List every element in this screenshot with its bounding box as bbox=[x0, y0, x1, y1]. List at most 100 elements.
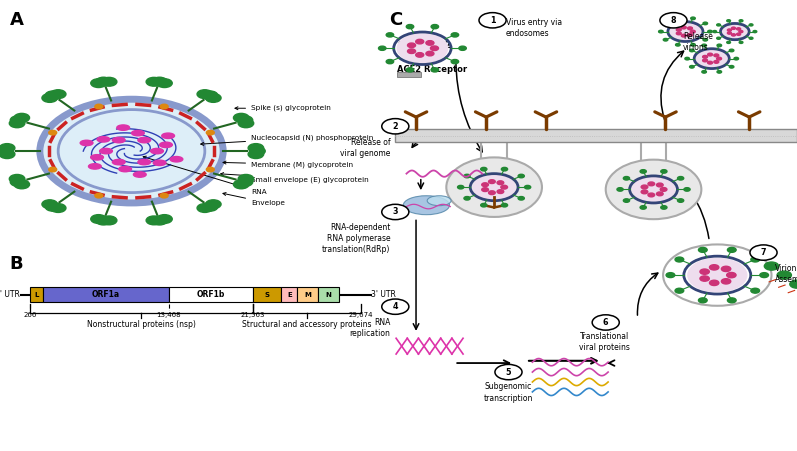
Ellipse shape bbox=[159, 142, 172, 147]
Text: Nucleocapsid (N) phosphoprotein: Nucleocapsid (N) phosphoprotein bbox=[201, 134, 374, 145]
Circle shape bbox=[160, 193, 168, 198]
Text: Virus entry via
endosomes: Virus entry via endosomes bbox=[506, 18, 562, 38]
Circle shape bbox=[42, 200, 57, 209]
Circle shape bbox=[641, 185, 648, 189]
Circle shape bbox=[689, 65, 694, 68]
Circle shape bbox=[497, 181, 504, 184]
Circle shape bbox=[729, 49, 734, 52]
Circle shape bbox=[689, 49, 694, 52]
Circle shape bbox=[379, 46, 386, 51]
Circle shape bbox=[45, 202, 61, 211]
Ellipse shape bbox=[133, 172, 146, 177]
Circle shape bbox=[464, 174, 470, 178]
Circle shape bbox=[685, 57, 689, 60]
Circle shape bbox=[481, 203, 487, 207]
Circle shape bbox=[713, 31, 717, 32]
Circle shape bbox=[700, 269, 709, 274]
Ellipse shape bbox=[91, 155, 104, 160]
Circle shape bbox=[663, 244, 771, 306]
Circle shape bbox=[160, 104, 168, 109]
Circle shape bbox=[633, 178, 674, 201]
Text: ACE2 Receptor: ACE2 Receptor bbox=[397, 65, 467, 74]
Circle shape bbox=[703, 55, 708, 58]
FancyBboxPatch shape bbox=[43, 287, 169, 302]
Circle shape bbox=[416, 39, 424, 44]
Circle shape bbox=[660, 188, 667, 191]
Circle shape bbox=[592, 315, 619, 330]
Circle shape bbox=[681, 26, 686, 29]
Circle shape bbox=[206, 93, 221, 102]
Circle shape bbox=[734, 57, 739, 60]
Circle shape bbox=[777, 271, 791, 279]
Circle shape bbox=[670, 23, 701, 40]
Circle shape bbox=[41, 100, 222, 202]
Circle shape bbox=[691, 17, 695, 20]
Circle shape bbox=[681, 34, 686, 37]
Circle shape bbox=[640, 170, 646, 173]
Circle shape bbox=[91, 215, 106, 223]
Text: 2: 2 bbox=[392, 122, 398, 131]
Circle shape bbox=[501, 203, 508, 207]
Circle shape bbox=[407, 43, 415, 47]
Ellipse shape bbox=[403, 196, 450, 215]
Circle shape bbox=[387, 33, 394, 37]
Circle shape bbox=[617, 188, 623, 191]
Circle shape bbox=[248, 150, 264, 159]
Circle shape bbox=[709, 280, 719, 285]
Circle shape bbox=[666, 273, 675, 277]
FancyBboxPatch shape bbox=[169, 287, 253, 302]
Text: RNA-dependent
RNA polymerase
translation(RdRp): RNA-dependent RNA polymerase translation… bbox=[322, 223, 391, 254]
Circle shape bbox=[95, 193, 103, 198]
Circle shape bbox=[197, 90, 213, 98]
Text: C: C bbox=[389, 11, 402, 29]
Ellipse shape bbox=[162, 133, 175, 138]
Text: 21,563: 21,563 bbox=[241, 312, 265, 318]
Text: L: L bbox=[34, 292, 39, 298]
Circle shape bbox=[728, 29, 732, 31]
Circle shape bbox=[739, 20, 743, 22]
Circle shape bbox=[675, 288, 684, 293]
Circle shape bbox=[382, 299, 409, 314]
Text: Structural and accessory proteins: Structural and accessory proteins bbox=[242, 320, 371, 329]
Text: Release of
viral genome: Release of viral genome bbox=[340, 138, 391, 158]
FancyBboxPatch shape bbox=[253, 287, 281, 302]
Circle shape bbox=[698, 298, 707, 303]
Circle shape bbox=[677, 28, 681, 31]
Circle shape bbox=[10, 119, 25, 128]
Circle shape bbox=[451, 33, 458, 37]
Circle shape bbox=[623, 199, 630, 202]
Circle shape bbox=[717, 37, 720, 39]
Circle shape bbox=[501, 185, 508, 189]
Circle shape bbox=[751, 288, 760, 293]
Text: ORF1b: ORF1b bbox=[197, 290, 225, 299]
Circle shape bbox=[10, 175, 25, 183]
Circle shape bbox=[426, 51, 434, 56]
Circle shape bbox=[96, 216, 112, 225]
Text: 29,674: 29,674 bbox=[349, 312, 373, 318]
Circle shape bbox=[676, 43, 680, 46]
Circle shape bbox=[750, 245, 777, 260]
Ellipse shape bbox=[112, 138, 125, 143]
Circle shape bbox=[457, 185, 464, 189]
Bar bbox=[395, 129, 797, 142]
Circle shape bbox=[95, 104, 103, 109]
Circle shape bbox=[459, 46, 466, 51]
Circle shape bbox=[206, 167, 214, 172]
Text: 3' UTR: 3' UTR bbox=[371, 290, 396, 299]
Circle shape bbox=[697, 50, 727, 67]
Circle shape bbox=[50, 90, 66, 98]
Bar bbox=[397, 72, 421, 77]
Circle shape bbox=[481, 167, 487, 171]
Ellipse shape bbox=[170, 156, 183, 162]
Text: S: S bbox=[265, 292, 269, 298]
Circle shape bbox=[703, 38, 708, 41]
Circle shape bbox=[416, 53, 424, 57]
Circle shape bbox=[146, 78, 162, 86]
FancyBboxPatch shape bbox=[30, 287, 43, 302]
Circle shape bbox=[661, 206, 667, 209]
Ellipse shape bbox=[446, 157, 542, 217]
Circle shape bbox=[703, 59, 708, 62]
Ellipse shape bbox=[117, 125, 130, 130]
Text: ORF1a: ORF1a bbox=[92, 290, 120, 299]
Circle shape bbox=[238, 178, 253, 186]
